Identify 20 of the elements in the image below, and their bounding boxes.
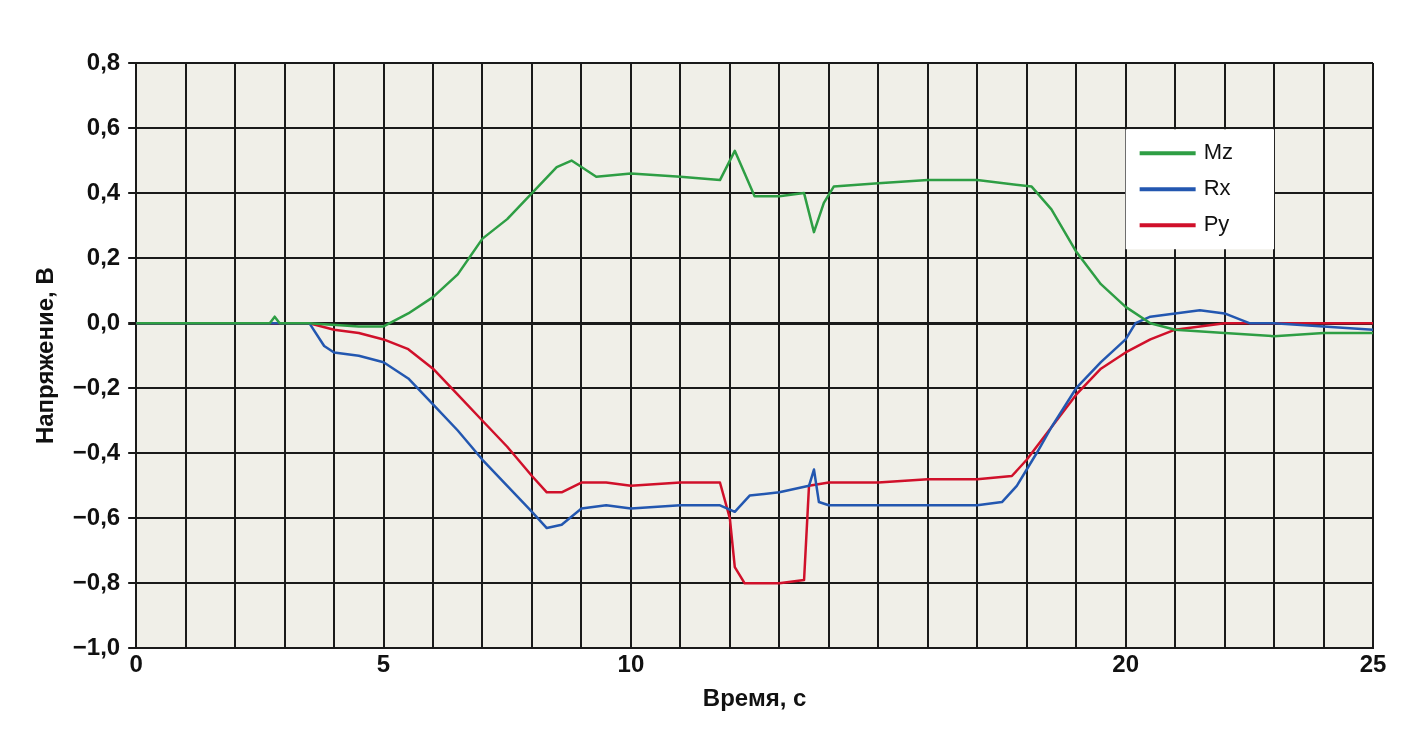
legend-label: Mz bbox=[1203, 139, 1233, 165]
y-tick-label: 0,8 bbox=[86, 47, 121, 75]
y-axis-title: Напряжение, В bbox=[31, 267, 59, 445]
y-tick-label: 0,6 bbox=[86, 112, 121, 140]
x-tick-label: 20 bbox=[1112, 650, 1139, 678]
y-tick-label: −1,0 bbox=[72, 633, 121, 661]
x-tick-label: 25 bbox=[1359, 650, 1387, 678]
x-tick-label: 10 bbox=[617, 650, 645, 678]
y-tick-label: −0,8 bbox=[72, 567, 121, 595]
y-tick-label: −0,4 bbox=[72, 437, 121, 465]
y-tick-label: −0,2 bbox=[72, 372, 121, 400]
x-axis-title: Время, с bbox=[702, 684, 807, 712]
x-tick-label: 0 bbox=[129, 650, 143, 678]
y-tick-label: 0,0 bbox=[86, 307, 121, 335]
x-tick-label: 5 bbox=[376, 650, 391, 678]
y-tick-label: 0,2 bbox=[86, 242, 121, 270]
legend-label: Rx bbox=[1203, 175, 1231, 201]
y-tick-label: −0,6 bbox=[72, 502, 121, 530]
legend-label: Py bbox=[1203, 211, 1230, 237]
y-tick-label: 0,4 bbox=[86, 177, 121, 205]
